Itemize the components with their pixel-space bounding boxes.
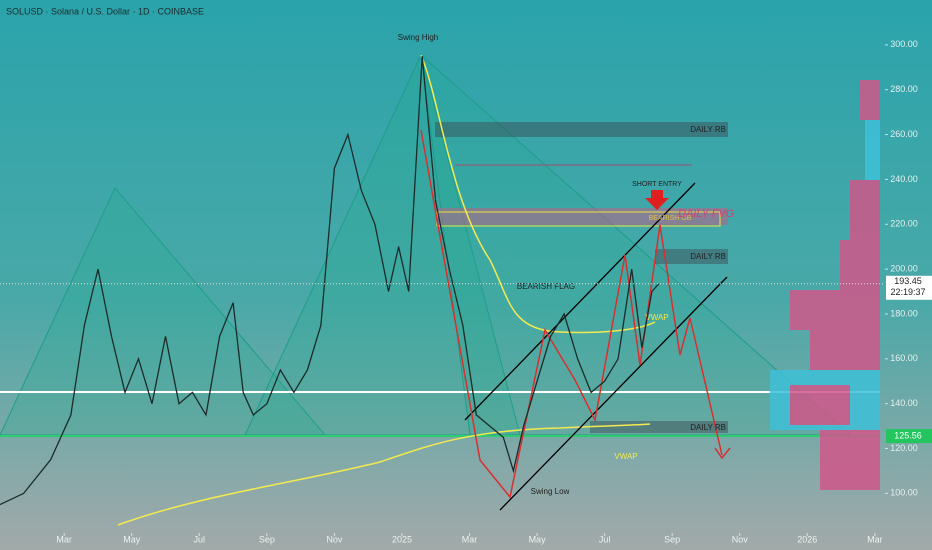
x-tick-label: Sep	[259, 534, 275, 544]
x-tick-label: May	[529, 534, 547, 544]
y-tick-label: 180.00	[890, 308, 918, 318]
x-tick-label: Sep	[664, 534, 680, 544]
annotation: DAILY RB	[690, 423, 726, 432]
x-tick-label: Nov	[326, 534, 343, 544]
zone	[655, 249, 728, 264]
channel-line	[499, 276, 728, 511]
annotation: VWAP	[614, 452, 637, 461]
price-line	[0, 56, 660, 506]
vwap-line	[420, 54, 656, 334]
x-tick-label: May	[123, 534, 141, 544]
x-tick-label: Mar	[462, 534, 478, 544]
annotation: DAILY RB	[690, 125, 726, 134]
annotation: BEARISH OB	[649, 215, 692, 222]
x-tick-label: Nov	[732, 534, 749, 544]
price-label: 193.45	[894, 276, 922, 286]
arrow	[645, 190, 669, 210]
annotation: Swing Low	[531, 487, 570, 496]
x-tick-label: Mar	[56, 534, 72, 544]
y-tick-label: 260.00	[890, 129, 918, 139]
y-tick-label: 160.00	[890, 353, 918, 363]
y-tick-label: 200.00	[890, 263, 918, 273]
y-tick-label: 100.00	[890, 488, 918, 498]
level-box	[886, 429, 932, 444]
annotation: DAILY FVG	[678, 208, 735, 220]
y-tick-label: 120.00	[890, 443, 918, 453]
chart-title: SOLUSD · Solana / U.S. Dollar · 1D · COI…	[6, 6, 204, 16]
y-tick-label: 240.00	[890, 174, 918, 184]
y-tick-label: 300.00	[890, 39, 918, 49]
annotation: VWAP	[645, 313, 668, 322]
zone	[435, 122, 728, 137]
countdown-label: 22:19:37	[890, 287, 925, 297]
y-tick-label: 280.00	[890, 84, 918, 94]
x-tick-label: 2026	[797, 534, 817, 544]
projection-line	[420, 129, 723, 499]
vwap-line	[117, 423, 651, 526]
annotation: BEARISH FLAG	[517, 282, 575, 291]
annotation: DAILY RB	[690, 252, 726, 261]
annotation: Swing High	[398, 33, 438, 42]
x-tick-label: 2025	[392, 534, 412, 544]
level-label: 125.56	[894, 430, 922, 440]
arrow	[714, 447, 731, 460]
x-tick-label: Jul	[194, 534, 206, 544]
volume-profile	[770, 80, 880, 490]
x-tick-label: Jul	[599, 534, 611, 544]
price-box	[886, 275, 932, 300]
channel-line	[464, 182, 696, 421]
y-tick-label: 220.00	[890, 219, 918, 229]
annotation: SHORT ENTRY	[632, 181, 682, 188]
zone	[590, 421, 728, 433]
x-tick-label: Mar	[867, 534, 883, 544]
y-tick-label: 140.00	[890, 398, 918, 408]
